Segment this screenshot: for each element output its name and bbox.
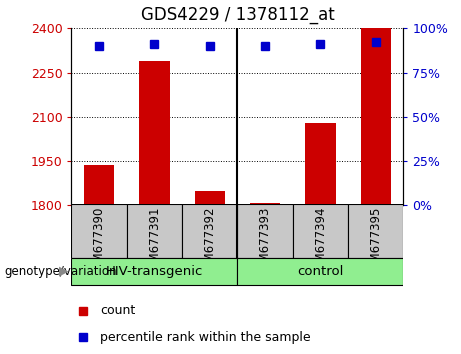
Text: control: control (297, 264, 343, 278)
Text: GSM677395: GSM677395 (369, 206, 382, 278)
Bar (71, 204, 127, 258)
Text: GSM677394: GSM677394 (314, 206, 327, 278)
Bar (305, 123, 336, 205)
Bar (127, 204, 182, 258)
Title: GDS4229 / 1378112_at: GDS4229 / 1378112_at (141, 6, 334, 24)
Bar (195, 190, 225, 205)
Text: GSM677391: GSM677391 (148, 206, 161, 278)
Text: HIV-transgenic: HIV-transgenic (106, 264, 203, 278)
Text: genotype/variation: genotype/variation (5, 265, 117, 278)
Bar (182, 204, 237, 258)
Bar (250, 203, 280, 205)
Bar (139, 61, 170, 205)
Bar (237, 204, 293, 258)
Text: GSM677393: GSM677393 (259, 206, 272, 278)
Bar (348, 204, 403, 258)
Bar (361, 28, 391, 205)
Text: count: count (100, 304, 135, 317)
Bar (71, 258, 237, 285)
Text: GSM677390: GSM677390 (93, 206, 106, 278)
Bar (84, 165, 114, 205)
Bar (293, 204, 348, 258)
Text: ▶: ▶ (59, 265, 68, 278)
Bar (237, 258, 403, 285)
Text: GSM677392: GSM677392 (203, 206, 216, 278)
Text: percentile rank within the sample: percentile rank within the sample (100, 331, 310, 344)
